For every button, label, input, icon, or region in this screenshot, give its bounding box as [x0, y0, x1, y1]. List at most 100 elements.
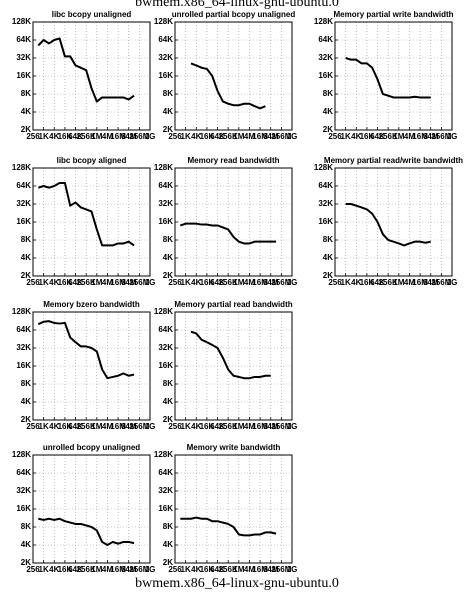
y-tick-label: 2K	[163, 415, 173, 424]
x-tick-label: 64M	[263, 132, 279, 141]
x-tick-label: 256M	[129, 422, 149, 431]
x-tick-label: 4M	[244, 565, 255, 574]
y-tick-label: 32K	[158, 53, 173, 62]
x-tick-label: 1M	[393, 132, 404, 141]
x-tick-label: 1M	[91, 278, 102, 287]
y-tick-label: 16K	[16, 361, 31, 370]
y-tick-label: 8K	[21, 522, 31, 531]
x-tick-label: 16K	[200, 132, 215, 141]
y-tick-label: 32K	[16, 53, 31, 62]
x-tick-label: 256K	[219, 278, 238, 287]
y-tick-label: 32K	[16, 199, 31, 208]
x-tick-label: 1K	[181, 132, 191, 141]
y-tick-label: 2K	[21, 558, 31, 567]
x-tick-label: 16K	[58, 565, 73, 574]
y-tick-label: 16K	[318, 71, 333, 80]
x-tick-label: 1M	[233, 422, 244, 431]
x-tick-label: 1K	[181, 278, 191, 287]
y-tick-label: 4K	[21, 397, 31, 406]
x-tick-label: 256	[26, 565, 40, 574]
y-tick-label: 8K	[21, 379, 31, 388]
x-tick-label: 256	[26, 132, 40, 141]
x-tick-label: 16M	[412, 278, 428, 287]
chart-title: Memory bzero bandwidth	[43, 300, 140, 309]
chart-title: unrolled bcopy unaligned	[43, 443, 140, 452]
y-tick-label: 8K	[163, 522, 173, 531]
data-line	[190, 62, 266, 110]
chart-title: unrolled partial bcopy unaligned	[172, 10, 296, 19]
x-tick-label: 64K	[370, 278, 385, 287]
plot-frame	[32, 21, 151, 131]
x-tick-label: 256K	[77, 132, 96, 141]
x-tick-label: 256M	[129, 132, 149, 141]
x-tick-label: 1G	[145, 132, 156, 141]
x-tick-label: 1M	[233, 132, 244, 141]
y-tick-label: 64K	[16, 35, 31, 44]
x-tick-label: 1M	[393, 278, 404, 287]
x-tick-label: 4M	[244, 278, 255, 287]
data-line	[38, 517, 135, 546]
x-tick-label: 1K	[39, 565, 49, 574]
plot-frame	[174, 454, 293, 564]
x-tick-label: 16M	[110, 132, 126, 141]
x-tick-label: 256K	[77, 422, 96, 431]
y-tick-label: 32K	[16, 486, 31, 495]
x-tick-label: 256K	[379, 278, 398, 287]
data-line	[37, 320, 135, 380]
data-line	[190, 330, 271, 380]
y-tick-label: 4K	[163, 540, 173, 549]
x-tick-label: 4K	[351, 132, 361, 141]
y-tick-label: 16K	[158, 361, 173, 370]
y-tick-label: 16K	[158, 217, 173, 226]
x-tick-label: 4K	[49, 422, 59, 431]
y-tick-label: 2K	[163, 125, 173, 134]
chart-title: Memory partial write bandwidth	[333, 10, 453, 19]
y-tick-label: 64K	[158, 468, 173, 477]
y-tick-label: 8K	[323, 235, 333, 244]
y-tick-label: 16K	[16, 71, 31, 80]
x-tick-label: 1G	[145, 565, 156, 574]
x-tick-label: 1G	[447, 278, 458, 287]
x-tick-label: 256M	[271, 565, 291, 574]
x-tick-label: 64K	[210, 565, 225, 574]
x-tick-label: 1G	[145, 278, 156, 287]
y-tick-label: 16K	[16, 217, 31, 226]
x-tick-label: 64M	[121, 422, 137, 431]
x-tick-label: 4M	[404, 132, 415, 141]
x-tick-label: 64K	[68, 278, 83, 287]
plot-frame	[174, 21, 293, 131]
data-line	[180, 222, 277, 245]
x-tick-label: 16M	[252, 422, 268, 431]
y-tick-label: 2K	[323, 271, 333, 280]
y-tick-label: 32K	[158, 343, 173, 352]
x-tick-label: 16M	[110, 278, 126, 287]
plot-frame	[32, 454, 151, 564]
chart-title: libc bcopy aligned	[57, 156, 127, 165]
x-tick-label: 4K	[49, 278, 59, 287]
y-tick-label: 2K	[21, 271, 31, 280]
x-tick-label: 256K	[219, 422, 238, 431]
y-tick-label: 128K	[314, 17, 333, 26]
y-tick-label: 64K	[16, 181, 31, 190]
y-tick-label: 4K	[21, 540, 31, 549]
y-tick-label: 32K	[318, 53, 333, 62]
x-tick-label: 256	[168, 132, 182, 141]
y-tick-label: 32K	[158, 199, 173, 208]
plot-frame	[334, 21, 453, 131]
x-tick-label: 4K	[191, 565, 201, 574]
data-line	[37, 37, 135, 103]
y-tick-label: 64K	[318, 181, 333, 190]
y-tick-label: 32K	[318, 199, 333, 208]
x-tick-label: 4K	[191, 278, 201, 287]
x-tick-label: 256	[168, 278, 182, 287]
y-tick-label: 128K	[154, 450, 173, 459]
page-title: bwmem.x86_64-linux-gnu-ubuntu.0	[135, 0, 339, 10]
x-tick-label: 1G	[287, 565, 298, 574]
y-tick-label: 2K	[323, 125, 333, 134]
y-tick-label: 16K	[318, 217, 333, 226]
y-tick-label: 64K	[158, 35, 173, 44]
plot-frame	[32, 311, 151, 421]
x-tick-label: 16K	[200, 422, 215, 431]
y-tick-label: 4K	[21, 253, 31, 262]
y-tick-label: 64K	[16, 325, 31, 334]
